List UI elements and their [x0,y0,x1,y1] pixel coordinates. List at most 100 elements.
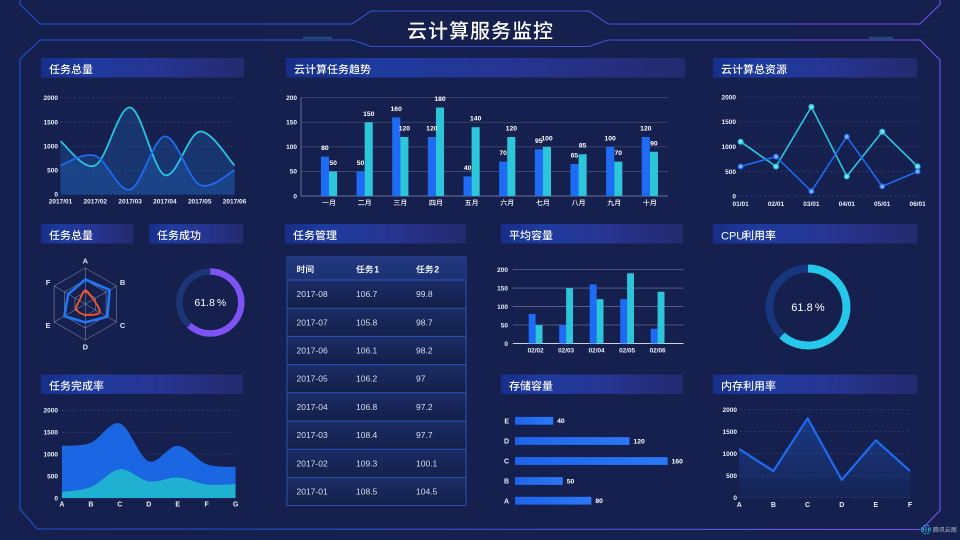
svg-text:40: 40 [464,165,472,172]
svg-text:50: 50 [501,322,509,329]
svg-text:100: 100 [541,135,553,142]
svg-text:98.7: 98.7 [416,317,433,327]
svg-text:A: A [83,257,89,266]
svg-text:150: 150 [497,285,508,292]
svg-text:D: D [839,502,844,509]
svg-text:E: E [175,502,180,509]
svg-text:2017-06: 2017-06 [297,346,328,356]
svg-text:D: D [146,502,151,509]
svg-text:C: C [805,502,810,509]
svg-text:04/01: 04/01 [839,201,856,208]
svg-text:50: 50 [329,160,337,167]
svg-text:1: 1 [374,265,379,275]
svg-text:106.2: 106.2 [356,374,378,384]
svg-text:106.1: 106.1 [356,346,378,356]
svg-text:50: 50 [357,160,365,167]
svg-text:1000: 1000 [722,144,737,151]
svg-text:2017/05: 2017/05 [188,199,212,206]
svg-text:02/06: 02/06 [650,348,666,355]
svg-text:105.8: 105.8 [356,317,378,327]
svg-text:61.8 %: 61.8 % [791,302,825,314]
svg-text:120: 120 [506,126,518,133]
svg-text:CPU: CPU [721,231,744,243]
svg-text:80: 80 [595,498,603,505]
svg-text:70: 70 [615,150,623,157]
svg-text:05/01: 05/01 [874,201,891,208]
svg-text:2017-05: 2017-05 [297,374,328,384]
svg-text:D: D [504,439,509,446]
svg-text:120: 120 [640,126,652,133]
svg-text:02/03: 02/03 [558,348,574,355]
svg-text:0: 0 [54,495,58,502]
svg-text:03/01: 03/01 [803,201,820,208]
svg-text:0: 0 [504,341,508,348]
svg-text:2017-02: 2017-02 [297,458,328,468]
svg-text:D: D [83,343,89,352]
svg-text:2000: 2000 [722,94,737,101]
svg-text:1500: 1500 [44,430,59,437]
svg-text:2017-07: 2017-07 [297,317,328,327]
svg-text:120: 120 [399,126,411,133]
svg-text:500: 500 [725,169,736,176]
svg-text:A: A [737,502,742,509]
svg-text:B: B [504,479,509,486]
svg-text:100.1: 100.1 [416,458,438,468]
svg-text:70: 70 [499,150,507,157]
svg-text:01/01: 01/01 [732,201,749,208]
svg-text:109.3: 109.3 [356,458,378,468]
svg-text:90: 90 [650,140,658,147]
svg-text:02/04: 02/04 [589,348,605,355]
svg-text:G: G [233,502,239,509]
svg-text:120: 120 [633,438,645,445]
svg-text:2000: 2000 [44,95,59,102]
svg-text:0: 0 [293,193,297,200]
svg-text:500: 500 [47,473,58,480]
svg-text:C: C [120,321,126,330]
svg-text:1500: 1500 [44,119,59,126]
svg-text:1500: 1500 [723,429,738,436]
svg-text:C: C [504,459,509,466]
svg-text:E: E [874,502,879,509]
svg-text:B: B [120,278,126,287]
svg-text:2000: 2000 [44,408,59,415]
svg-text:97.2: 97.2 [416,402,433,412]
svg-text:100: 100 [286,144,297,151]
svg-text:F: F [908,502,913,509]
svg-text:65: 65 [571,153,579,160]
svg-text:97: 97 [416,374,426,384]
svg-text:B: B [771,502,776,509]
svg-text:A: A [504,498,509,505]
svg-text:150: 150 [286,120,297,127]
svg-text:106.7: 106.7 [356,289,378,299]
svg-text:E: E [504,418,509,425]
svg-text:2000: 2000 [723,407,738,414]
svg-text:160: 160 [391,106,403,113]
svg-text:2017/01: 2017/01 [49,199,73,206]
svg-text:02/01: 02/01 [768,201,785,208]
svg-text:50: 50 [290,169,298,176]
svg-text:2017/03: 2017/03 [118,199,142,206]
svg-text:106.8: 106.8 [356,402,378,412]
svg-text:0: 0 [54,192,58,199]
svg-text:1000: 1000 [723,451,738,458]
svg-text:180: 180 [434,96,446,103]
svg-text:200: 200 [497,267,508,274]
svg-text:108.5: 108.5 [356,487,378,497]
svg-text:98.2: 98.2 [416,346,433,356]
svg-text:2017-04: 2017-04 [297,402,328,412]
svg-text:120: 120 [426,126,438,133]
svg-text:140: 140 [470,116,482,123]
svg-text:F: F [46,278,51,287]
svg-text:1500: 1500 [722,119,737,126]
svg-text:85: 85 [579,143,587,150]
svg-text:0: 0 [732,194,736,201]
svg-text:108.4: 108.4 [356,430,378,440]
svg-text:95: 95 [535,138,543,145]
svg-text:E: E [46,321,51,330]
svg-text:2017/04: 2017/04 [153,199,177,206]
svg-text:40: 40 [557,418,565,425]
svg-text:2: 2 [434,265,439,275]
svg-text:160: 160 [672,458,684,465]
svg-text:1000: 1000 [44,143,59,150]
svg-text:97.7: 97.7 [416,430,433,440]
